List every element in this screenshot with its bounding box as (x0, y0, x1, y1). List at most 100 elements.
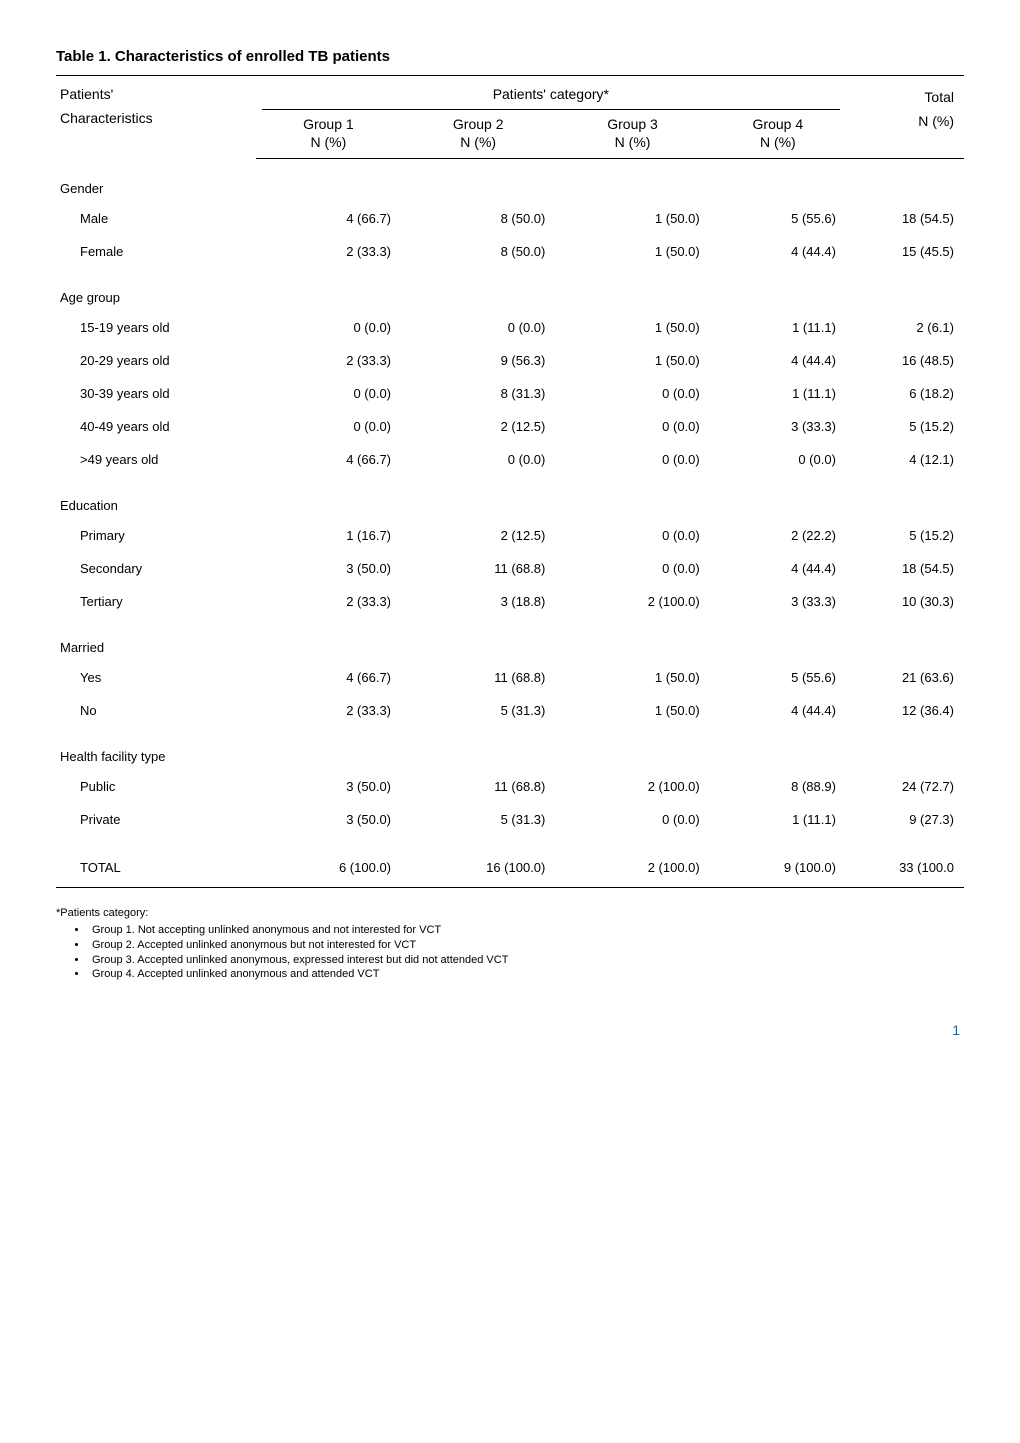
cell: 0 (0.0) (256, 311, 401, 344)
cell: 18 (54.5) (846, 552, 964, 585)
cell: 2 (6.1) (846, 311, 964, 344)
table-body: GenderMale4 (66.7)8 (50.0)1 (50.0)5 (55.… (56, 159, 964, 888)
header-group-1: Group 1 (256, 110, 401, 132)
cell: 1 (11.1) (710, 311, 846, 344)
table-row: Yes4 (66.7)11 (68.8)1 (50.0)5 (55.6)21 (… (56, 661, 964, 694)
cell: 11 (68.8) (401, 770, 555, 803)
cell: 1 (50.0) (555, 344, 709, 377)
cell: 2 (12.5) (401, 519, 555, 552)
footnote-list: Group 1. Not accepting unlinked anonymou… (56, 923, 964, 982)
header-spanner: Patients' category* (256, 76, 846, 109)
table-row: 15-19 years old0 (0.0)0 (0.0)1 (50.0)1 (… (56, 311, 964, 344)
header-group-4: Group 4 (710, 110, 846, 132)
cell: 0 (0.0) (555, 410, 709, 443)
table-row: Private3 (50.0)5 (31.3)0 (0.0)1 (11.1)9 … (56, 803, 964, 836)
cell: 3 (50.0) (256, 552, 401, 585)
cell: 4 (44.4) (710, 552, 846, 585)
cell: 4 (66.7) (256, 443, 401, 476)
header-row-label: Patients' Characteristics (56, 76, 256, 159)
header-total-sub: N (%) (846, 110, 964, 132)
cell: 8 (31.3) (401, 377, 555, 410)
cell: 0 (0.0) (256, 410, 401, 443)
row-label: Tertiary (56, 585, 256, 618)
row-label: 15-19 years old (56, 311, 256, 344)
cell: 2 (100.0) (555, 585, 709, 618)
cell: 24 (72.7) (846, 770, 964, 803)
table-row: Public3 (50.0)11 (68.8)2 (100.0)8 (88.9)… (56, 770, 964, 803)
header-group-4-sub: N (%) (710, 132, 846, 159)
cell: 5 (55.6) (710, 661, 846, 694)
cell: 11 (68.8) (401, 552, 555, 585)
cell: 0 (0.0) (555, 552, 709, 585)
row-label: Male (56, 202, 256, 235)
cell: 0 (0.0) (401, 311, 555, 344)
footnote-item: Group 3. Accepted unlinked anonymous, ex… (88, 953, 964, 968)
cell: 0 (0.0) (555, 519, 709, 552)
footnote-item: Group 2. Accepted unlinked anonymous but… (88, 938, 964, 953)
table-row: Tertiary2 (33.3)3 (18.8)2 (100.0)3 (33.3… (56, 585, 964, 618)
cell: 5 (15.2) (846, 410, 964, 443)
section-label: Married (56, 618, 964, 661)
table-row: 40-49 years old0 (0.0)2 (12.5)0 (0.0)3 (… (56, 410, 964, 443)
cell: 1 (50.0) (555, 311, 709, 344)
cell: 1 (11.1) (710, 377, 846, 410)
cell: 5 (55.6) (710, 202, 846, 235)
cell: 2 (33.3) (256, 344, 401, 377)
cell: 21 (63.6) (846, 661, 964, 694)
cell: 2 (33.3) (256, 694, 401, 727)
row-label: Primary (56, 519, 256, 552)
row-label: >49 years old (56, 443, 256, 476)
cell: 1 (50.0) (555, 694, 709, 727)
page-number: 1 (56, 1022, 964, 1038)
header-total-top: Total (846, 76, 964, 109)
cell: 1 (50.0) (555, 202, 709, 235)
cell: 3 (50.0) (256, 803, 401, 836)
row-label: Secondary (56, 552, 256, 585)
cell: 16 (48.5) (846, 344, 964, 377)
footnote-item: Group 1. Not accepting unlinked anonymou… (88, 923, 964, 938)
table-row: >49 years old4 (66.7)0 (0.0)0 (0.0)0 (0.… (56, 443, 964, 476)
total-row: TOTAL6 (100.0)16 (100.0)2 (100.0)9 (100.… (56, 836, 964, 888)
cell: 4 (12.1) (846, 443, 964, 476)
cell: 8 (50.0) (401, 235, 555, 268)
row-label: Yes (56, 661, 256, 694)
cell: 4 (44.4) (710, 344, 846, 377)
table-row: 30-39 years old0 (0.0)8 (31.3)0 (0.0)1 (… (56, 377, 964, 410)
row-label: Public (56, 770, 256, 803)
cell: 0 (0.0) (256, 377, 401, 410)
cell: 4 (44.4) (710, 694, 846, 727)
cell: 1 (16.7) (256, 519, 401, 552)
cell: 2 (100.0) (555, 836, 709, 888)
cell: 8 (88.9) (710, 770, 846, 803)
row-label: 30-39 years old (56, 377, 256, 410)
cell: 2 (12.5) (401, 410, 555, 443)
header-group-3-sub: N (%) (555, 132, 709, 159)
table-row: No2 (33.3)5 (31.3)1 (50.0)4 (44.4)12 (36… (56, 694, 964, 727)
row-label: 40-49 years old (56, 410, 256, 443)
cell: 1 (50.0) (555, 661, 709, 694)
cell: 3 (50.0) (256, 770, 401, 803)
cell: 2 (100.0) (555, 770, 709, 803)
cell: 15 (45.5) (846, 235, 964, 268)
table-row: 20-29 years old2 (33.3)9 (56.3)1 (50.0)4… (56, 344, 964, 377)
header-group-1-sub: N (%) (256, 132, 401, 159)
footnote: *Patients category: Group 1. Not accepti… (56, 906, 964, 982)
cell: 2 (33.3) (256, 235, 401, 268)
cell: 10 (30.3) (846, 585, 964, 618)
cell: 5 (31.3) (401, 803, 555, 836)
cell: 12 (36.4) (846, 694, 964, 727)
section-label: Education (56, 476, 964, 519)
table-row: Primary1 (16.7)2 (12.5)0 (0.0)2 (22.2)5 … (56, 519, 964, 552)
cell: 2 (22.2) (710, 519, 846, 552)
cell: 4 (66.7) (256, 661, 401, 694)
data-table: Patients' Characteristics Patients' cate… (56, 75, 964, 888)
cell: 0 (0.0) (555, 443, 709, 476)
header-group-2-sub: N (%) (401, 132, 555, 159)
header-group-2: Group 2 (401, 110, 555, 132)
section-label: Age group (56, 268, 964, 311)
cell: 0 (0.0) (555, 377, 709, 410)
cell: 3 (33.3) (710, 410, 846, 443)
cell: 0 (0.0) (555, 803, 709, 836)
footnote-lead: *Patients category: (56, 906, 964, 921)
cell: 5 (31.3) (401, 694, 555, 727)
